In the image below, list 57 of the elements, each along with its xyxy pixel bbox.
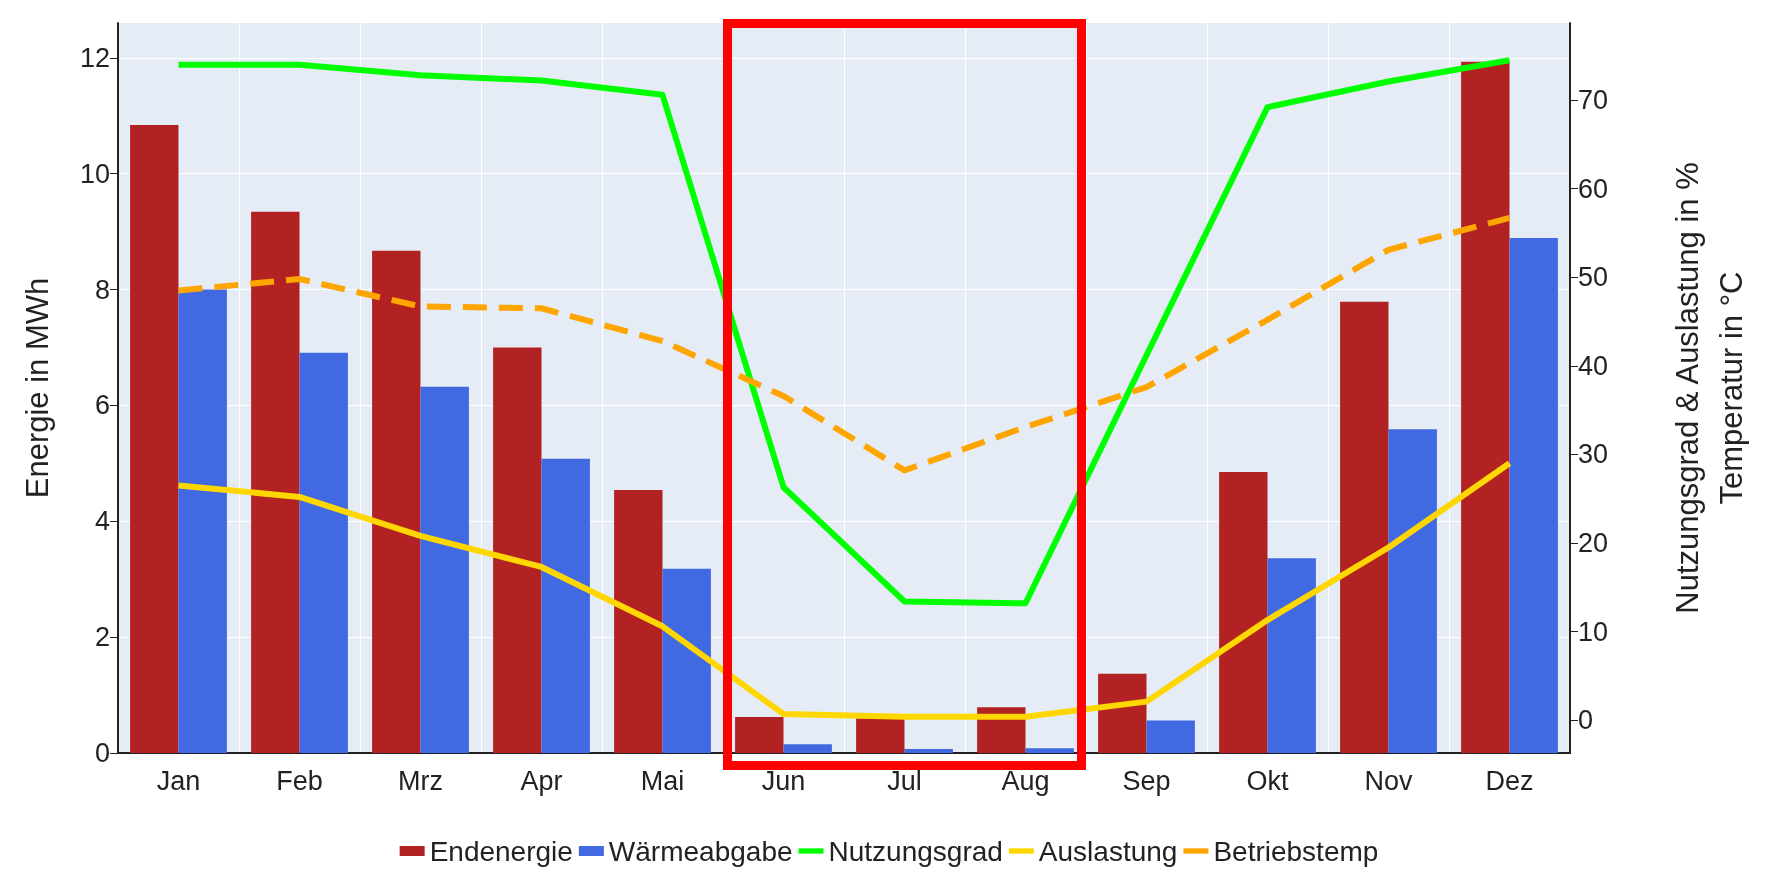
legend-label: Nutzungsgrad — [828, 835, 1003, 867]
x-tick-label: Aug — [1001, 765, 1050, 796]
bar — [1388, 429, 1437, 753]
legend-label: Wärmeabgabe — [608, 835, 793, 867]
x-tick-label: Jan — [156, 765, 201, 796]
x-tick-label: Okt — [1246, 765, 1289, 796]
bar — [735, 717, 784, 753]
bar — [130, 124, 179, 753]
bar — [614, 489, 663, 753]
bar — [1461, 61, 1510, 753]
bar — [1509, 237, 1558, 753]
bar — [372, 250, 421, 753]
y2-tick-label: 60 — [1578, 173, 1609, 204]
bar — [1219, 472, 1268, 753]
x-tick-label: Sep — [1122, 765, 1171, 796]
bar — [1025, 748, 1074, 753]
x-tick-label: Jun — [761, 765, 806, 796]
x-tick-label: Feb — [276, 765, 323, 796]
bar — [1098, 673, 1147, 753]
bar — [904, 748, 953, 753]
bar — [783, 744, 832, 753]
x-tick-label: Apr — [520, 765, 563, 796]
y2-tick-label: 30 — [1578, 439, 1609, 470]
bar — [541, 458, 590, 753]
y-tick-label: 4 — [94, 506, 110, 537]
y2-tick-label: 0 — [1578, 705, 1594, 736]
y-tick-label: 6 — [94, 390, 110, 421]
bar — [1267, 558, 1316, 753]
y2-tick-label: 10 — [1578, 616, 1609, 647]
x-tick-label: Mai — [640, 765, 685, 796]
bar — [251, 211, 300, 753]
x-tick-label: Jul — [887, 765, 922, 796]
y2-tick-label: 20 — [1578, 528, 1609, 559]
bar — [299, 352, 348, 753]
y2-tick-label: 50 — [1578, 262, 1609, 293]
y2-axis-title: Nutzungsgrad & Auslastung in % Temperatur in °C — [1669, 162, 1749, 614]
y-tick-label: 12 — [79, 42, 110, 73]
bar — [178, 289, 227, 753]
legend-label: Betriebstemp — [1213, 835, 1379, 867]
y2-tick-label: 70 — [1578, 85, 1609, 116]
bar — [420, 386, 469, 753]
bar — [856, 718, 905, 753]
legend-label: Endenergie — [429, 835, 573, 867]
y-tick-label: 10 — [79, 158, 110, 189]
bar — [1146, 720, 1195, 753]
x-tick-label: Dez — [1485, 765, 1534, 796]
x-tick-label: Mrz — [398, 765, 443, 796]
x-tick-label: Nov — [1364, 765, 1414, 796]
y-axis-title: Energie in MWh — [20, 277, 55, 499]
bar — [1340, 301, 1389, 753]
y2-tick-label: 40 — [1578, 350, 1609, 381]
y-tick-label: 8 — [94, 274, 110, 305]
bar — [493, 347, 542, 753]
y-tick-label: 2 — [94, 622, 110, 653]
y-tick-label: 0 — [94, 738, 110, 768]
legend-label: Auslastung — [1038, 835, 1178, 867]
bar — [662, 568, 711, 753]
